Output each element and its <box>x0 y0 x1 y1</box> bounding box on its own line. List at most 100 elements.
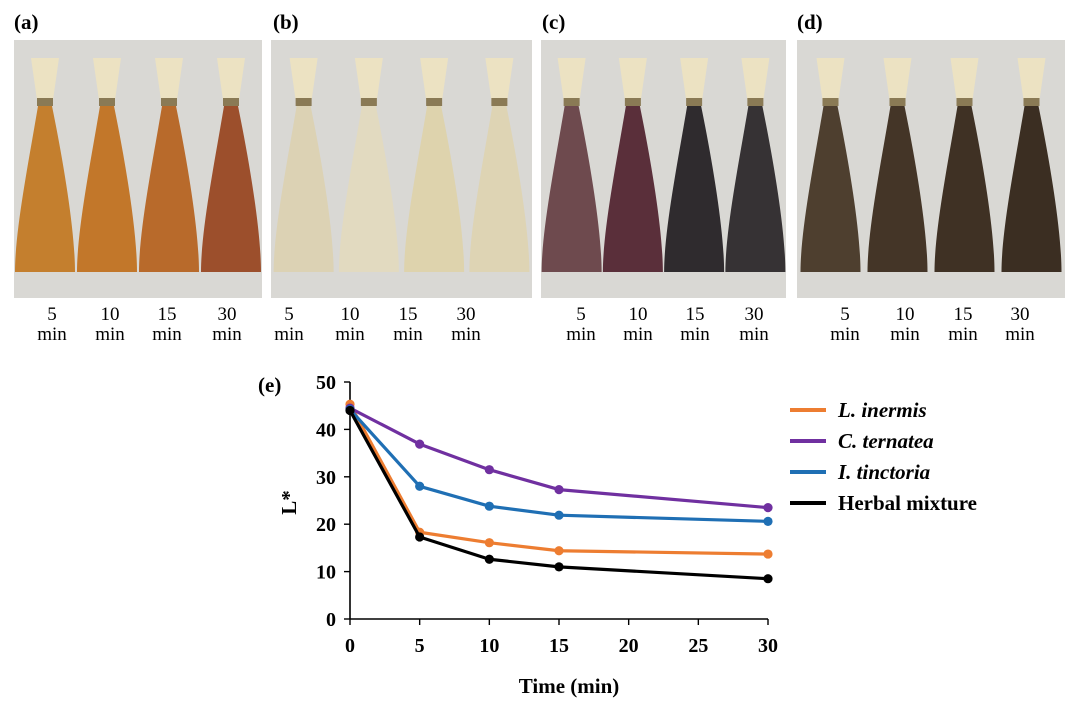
hair-swatch <box>725 58 786 272</box>
hair-swatch-photo <box>797 40 1065 298</box>
time-label: 10 min <box>325 305 375 345</box>
time-label: 10 min <box>613 305 663 345</box>
time-unit: min <box>335 324 365 345</box>
hair-swatch-photo <box>541 40 786 298</box>
y-axis-label: L* <box>277 490 301 515</box>
time-label: 15 min <box>383 305 433 345</box>
time-unit: min <box>95 324 125 345</box>
time-unit: min <box>274 324 304 345</box>
data-point <box>415 481 425 491</box>
time-label: 15 min <box>142 305 192 345</box>
time-label: 5 min <box>264 305 314 345</box>
data-point <box>484 465 494 475</box>
time-label: 5 min <box>556 305 606 345</box>
x-tick-label: 30 <box>758 635 778 657</box>
time-label: 5 min <box>27 305 77 345</box>
time-unit: min <box>890 324 920 345</box>
time-unit: min <box>393 324 423 345</box>
data-point <box>763 574 773 584</box>
data-point <box>763 516 773 526</box>
time-label: 30 min <box>729 305 779 345</box>
time-label: 10 min <box>85 305 135 345</box>
hair-swatch <box>664 58 725 272</box>
lightness-line-chart: (e) 0 10 20 30 40 50 0 5 10 15 20 25 30 Time (min) L* L.… <box>258 372 977 698</box>
time-label: 5 min <box>820 305 870 345</box>
time-value: 5 <box>840 304 850 325</box>
y-tick-label: 40 <box>316 419 336 441</box>
data-point <box>484 538 494 548</box>
time-value: 15 <box>157 304 177 325</box>
x-tick-label: 5 <box>415 635 425 657</box>
hair-swatch <box>404 58 465 272</box>
legend-entry: I. tinctoria <box>837 460 930 484</box>
hair-swatch <box>139 58 199 272</box>
data-point <box>484 501 494 511</box>
hair-swatch <box>934 58 995 272</box>
hair-swatch <box>77 58 137 272</box>
y-tick-label: 10 <box>316 562 336 584</box>
legend-entry: Herbal mixture <box>838 491 977 515</box>
panel-label: (d) <box>797 10 823 34</box>
time-unit: min <box>830 324 860 345</box>
data-point <box>763 549 773 559</box>
x-tick-label: 20 <box>619 635 639 657</box>
time-unit: min <box>948 324 978 345</box>
hair-swatch-photo <box>271 40 532 298</box>
panel-label: (e) <box>258 373 281 397</box>
panel-label: (b) <box>273 10 299 34</box>
hair-swatch <box>541 58 602 272</box>
legend-entry: L. inermis <box>837 398 927 422</box>
panel-label: (a) <box>14 10 39 34</box>
data-point <box>763 503 773 513</box>
time-unit: min <box>152 324 182 345</box>
hair-swatch <box>15 58 75 272</box>
x-tick-label: 25 <box>688 635 708 657</box>
hair-swatch <box>338 58 399 272</box>
data-point <box>554 484 564 495</box>
y-tick-label: 50 <box>316 372 336 394</box>
time-value: 10 <box>895 304 915 325</box>
time-value: 5 <box>576 304 586 325</box>
time-unit: min <box>623 324 653 345</box>
y-tick-label: 0 <box>326 609 336 631</box>
time-value: 30 <box>1010 304 1030 325</box>
time-label: 30 min <box>441 305 491 345</box>
time-unit: min <box>680 324 710 345</box>
hair-swatch <box>1001 58 1062 272</box>
x-axis-label: Time (min) <box>519 674 620 698</box>
time-unit: min <box>212 324 242 345</box>
x-tick-label: 0 <box>345 635 355 657</box>
data-point <box>484 554 494 564</box>
panel-label: (c) <box>542 10 566 34</box>
hair-swatch <box>800 58 861 272</box>
time-unit: min <box>37 324 67 345</box>
time-value: 30 <box>456 304 476 325</box>
x-tick-label: 10 <box>479 635 499 657</box>
hair-swatch <box>602 58 663 272</box>
data-point <box>415 532 425 542</box>
series-line <box>348 408 769 523</box>
time-unit: min <box>566 324 596 345</box>
time-value: 30 <box>217 304 237 325</box>
hair-swatch <box>201 58 261 272</box>
hair-swatch <box>867 58 928 272</box>
y-tick-label: 30 <box>316 467 336 489</box>
time-value: 5 <box>47 304 57 325</box>
time-value: 15 <box>685 304 705 325</box>
time-value: 5 <box>284 304 294 325</box>
time-label: 15 min <box>938 305 988 345</box>
data-point <box>554 562 564 572</box>
time-unit: min <box>739 324 769 345</box>
y-tick-label: 20 <box>316 514 336 536</box>
time-value: 10 <box>628 304 648 325</box>
time-unit: min <box>1005 324 1035 345</box>
legend-entry: C. ternatea <box>838 429 934 453</box>
hair-swatch <box>469 58 530 272</box>
time-value: 15 <box>953 304 973 325</box>
time-unit: min <box>451 324 481 345</box>
time-value: 15 <box>398 304 418 325</box>
time-label: 10 min <box>880 305 930 345</box>
time-label: 30 min <box>202 305 252 345</box>
x-tick-label: 15 <box>549 635 569 657</box>
data-point <box>415 439 425 449</box>
